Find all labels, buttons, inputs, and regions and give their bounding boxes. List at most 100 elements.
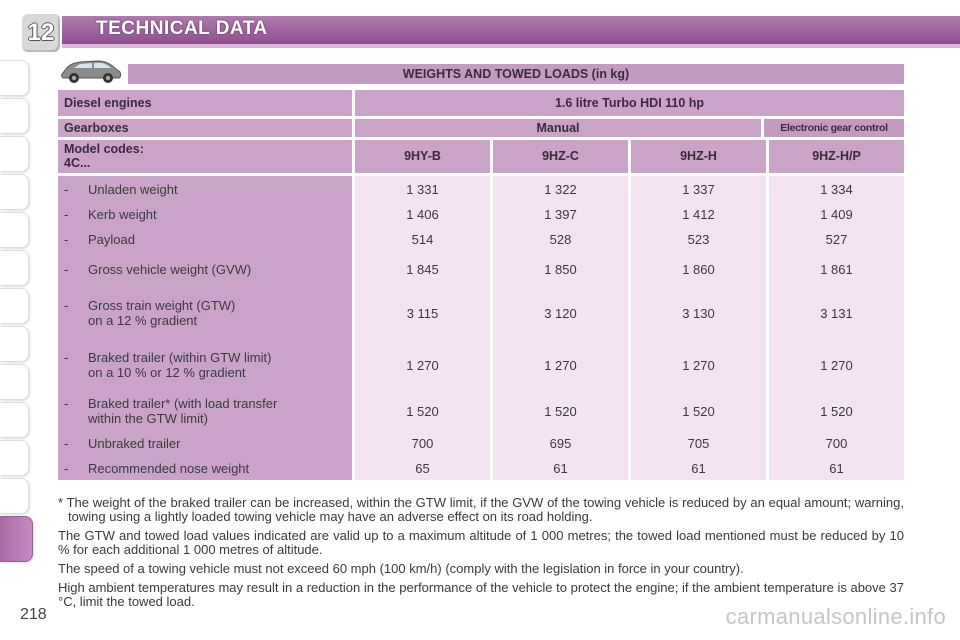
model-code: 9HZ-H/P (769, 140, 904, 173)
table-cell: 1 270 (682, 357, 715, 373)
thumb-tab[interactable] (0, 250, 29, 286)
table-cell: 1 337 (682, 181, 715, 197)
watermark: carmanualsonline.info (725, 604, 946, 629)
note-temperature: High ambient temperatures may result in … (58, 580, 904, 609)
thumb-tab[interactable] (0, 364, 29, 400)
row-dash: - (64, 460, 69, 476)
row-label-text: Payload (88, 232, 135, 247)
table-cell: 695 (549, 436, 572, 451)
car-icon (61, 60, 122, 83)
gearbox-label: Gearboxes (58, 119, 352, 137)
thumb-tab[interactable] (0, 60, 29, 96)
row-dash: - (64, 262, 69, 277)
footnote: * The weight of the braked trailer can b… (58, 495, 904, 524)
table-cell: 1 850 (544, 262, 577, 277)
table-cell: 61 (553, 460, 568, 476)
model-code: 9HZ-H (631, 140, 766, 173)
table-cell: 1 270 (544, 357, 577, 373)
model-codes-label: Model codes: 4C... (58, 140, 352, 173)
value-column: 1 322 1 397 528 1 850 3 120 1 270 1 520 695 61 (493, 176, 628, 480)
row-label: - Braked trailer* (with load transfer with… (58, 391, 352, 431)
table-cell: 700 (411, 436, 434, 451)
row-label-text-2: on a 12 % gradient (88, 313, 198, 328)
table-cell: 705 (687, 436, 710, 451)
row-label: - Recommended nose weight (58, 456, 352, 480)
row-label: - Gross train weight (GTW) on a 12 % gradi… (58, 287, 352, 339)
table-cell: 1 412 (682, 207, 715, 222)
thumb-tab[interactable] (0, 212, 29, 248)
row-dash: - (64, 232, 69, 247)
table-cell: 514 (411, 232, 434, 247)
table-cell: 65 (415, 460, 430, 476)
row-label-text: Kerb weight (88, 207, 157, 222)
page-number: 218 (20, 606, 47, 623)
table-cell: 61 (829, 460, 844, 476)
table-cell: 523 (687, 232, 710, 247)
table-cell: 1 334 (820, 181, 853, 197)
note-altitude: The GTW and towed load values indicated … (58, 528, 904, 557)
row-label: - Kerb weight (58, 202, 352, 227)
table-cell: 1 860 (682, 262, 715, 277)
row-label: - Unladen weight (58, 176, 352, 202)
row-label: - Payload (58, 227, 352, 252)
gearbox-electronic: Electronic gear control (764, 119, 904, 137)
row-dash: - (64, 396, 69, 411)
thumb-tab[interactable] (0, 288, 29, 324)
thumb-tab[interactable] (0, 174, 29, 210)
table-cell: 3 120 (544, 305, 577, 321)
chapter-thumb-tabs (0, 60, 33, 564)
page-title: TECHNICAL DATA (96, 18, 268, 39)
model-codes-label-line1: Model codes: (64, 142, 144, 156)
row-dash: - (64, 207, 69, 222)
table-cell: 1 409 (820, 207, 853, 222)
weights-table: Diesel engines 1.6 litre Turbo HDI 110 h… (58, 90, 904, 480)
table-cell: 3 131 (820, 305, 853, 321)
value-column: 1 337 1 412 523 1 860 3 130 1 270 1 520 705 61 (631, 176, 766, 480)
table-cell: 1 520 (820, 403, 853, 419)
table-cell: 1 270 (406, 357, 439, 373)
thumb-tab-active[interactable] (0, 516, 33, 562)
row-label: - Gross vehicle weight (GVW) (58, 252, 352, 287)
row-label-text-2: within the GTW limit) (88, 411, 208, 426)
table-cell: 528 (549, 232, 572, 247)
value-column: 1 334 1 409 527 1 861 3 131 1 270 1 520 700 61 (769, 176, 904, 480)
thumb-tab[interactable] (0, 478, 29, 514)
value-column: 1 331 1 406 514 1 845 3 115 1 270 1 520 700 65 (355, 176, 490, 480)
row-dash: - (64, 181, 69, 197)
thumb-tab[interactable] (0, 440, 29, 476)
row-label-text: Braked trailer* (with load transfer (88, 396, 278, 411)
engine-row: Diesel engines 1.6 litre Turbo HDI 110 h… (58, 90, 904, 116)
row-label-text: Gross train weight (GTW) (88, 298, 236, 313)
gearbox-row: Gearboxes Manual Electronic gear control (58, 119, 904, 137)
table-cell: 3 130 (682, 305, 715, 321)
table-cell: 1 270 (820, 357, 853, 373)
thumb-tab[interactable] (0, 402, 29, 438)
thumb-tab[interactable] (0, 136, 29, 172)
model-codes-row: Model codes: 4C... 9HY-B 9HZ-C 9HZ-H 9HZ… (58, 140, 904, 173)
model-code: 9HY-B (355, 140, 490, 173)
row-label-text: Braked trailer (within GTW limit) (88, 350, 272, 365)
table-body: - Unladen weight - Kerb weight - Payload - Gros… (58, 176, 904, 480)
row-label-text-2: on a 10 % or 12 % gradient (88, 365, 246, 380)
thumb-tab[interactable] (0, 98, 29, 134)
row-dash: - (64, 350, 69, 365)
table-cell: 700 (825, 436, 848, 451)
row-label-text: Gross vehicle weight (GVW) (88, 262, 252, 277)
chapter-badge: 12 (22, 14, 60, 52)
row-dash: - (64, 436, 69, 451)
table-cell: 1 406 (406, 207, 439, 222)
table-cell: 1 322 (544, 181, 577, 197)
engine-value: 1.6 litre Turbo HDI 110 hp (355, 90, 904, 116)
thumb-tab[interactable] (0, 326, 29, 362)
model-codes-label-line2: 4C... (64, 156, 91, 170)
header-bar (62, 16, 960, 48)
gearbox-manual: Manual (355, 119, 761, 137)
row-label: - Unbraked trailer (58, 431, 352, 456)
engine-label: Diesel engines (58, 90, 352, 116)
row-label-text: Recommended nose weight (88, 460, 250, 476)
table-cell: 1 845 (406, 262, 439, 277)
table-cell: 3 115 (406, 305, 439, 321)
row-labels: - Unladen weight - Kerb weight - Payload - Gros… (58, 176, 352, 480)
table-title-banner: WEIGHTS AND TOWED LOADS (in kg) (128, 64, 904, 84)
table-cell: 1 520 (406, 403, 439, 419)
